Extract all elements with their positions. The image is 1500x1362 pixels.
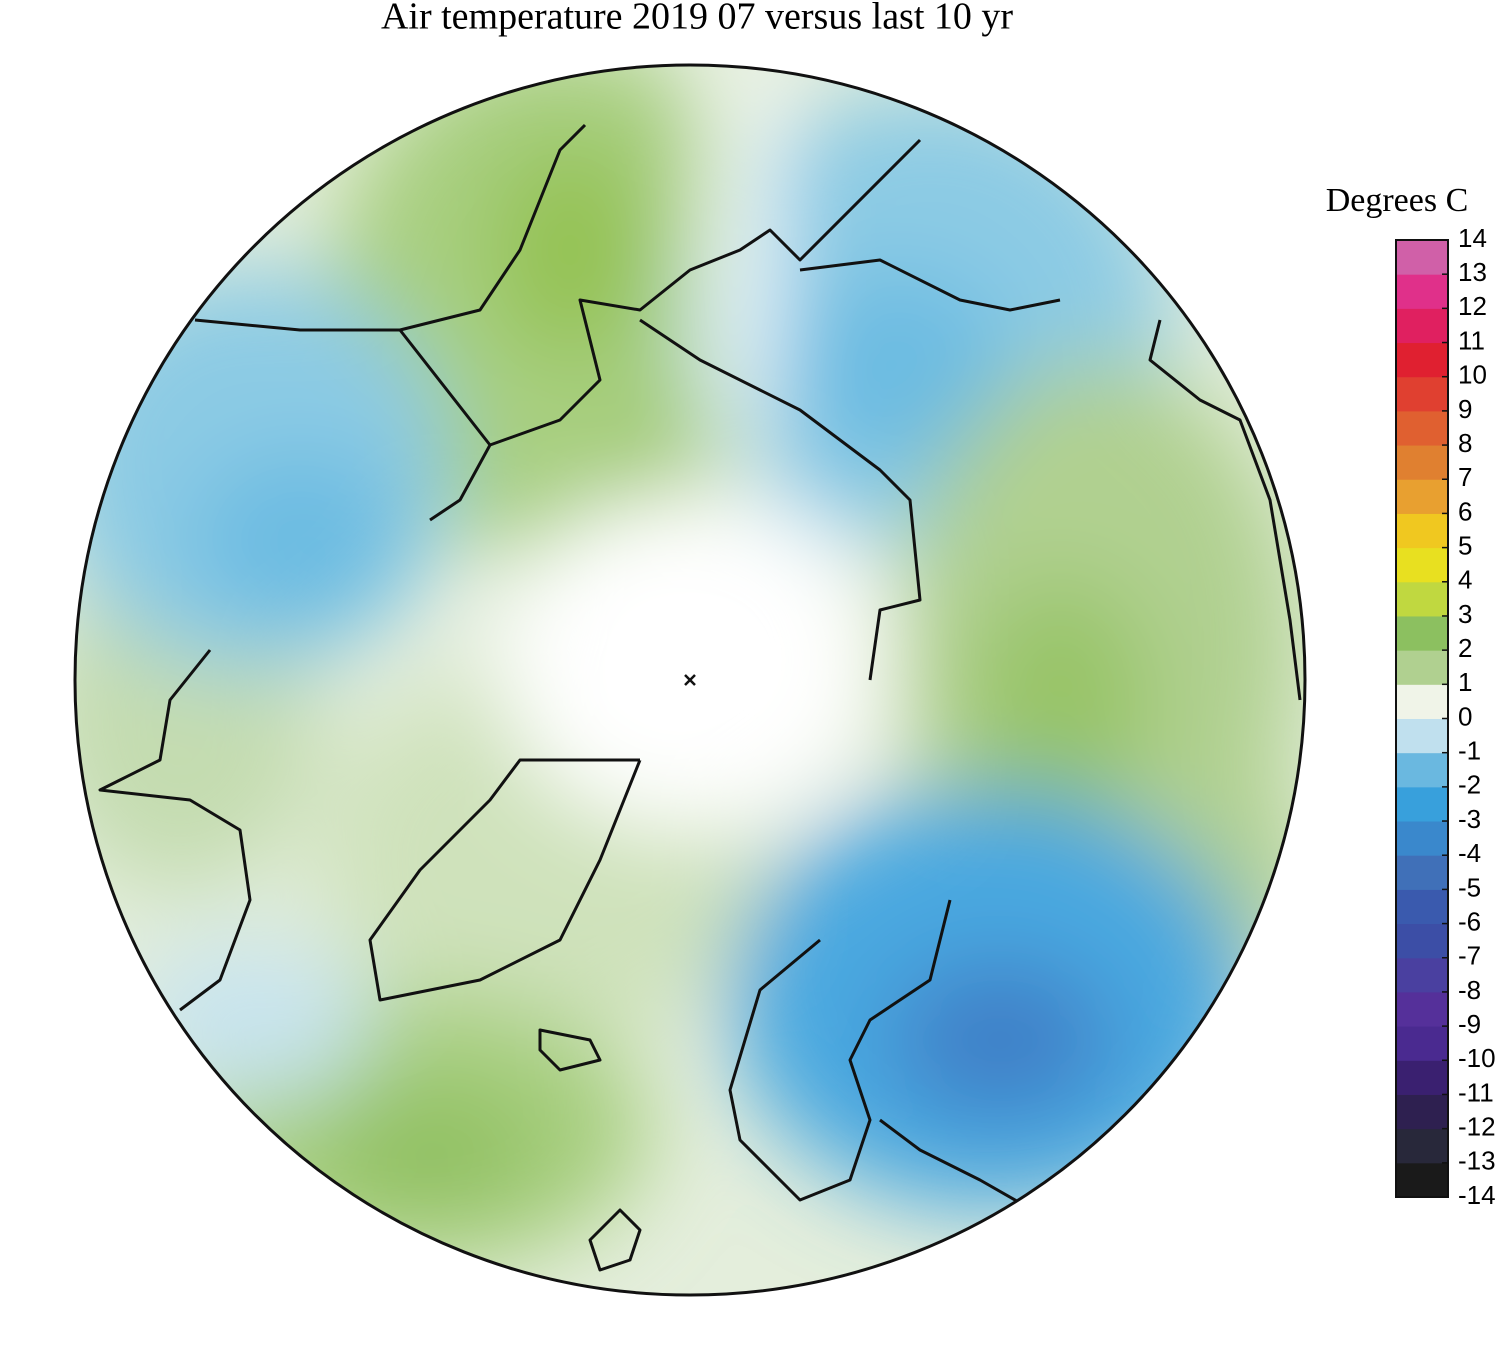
colorbar-tick-label: -8 (1458, 975, 1481, 1005)
colorbar-tick-label: -2 (1458, 770, 1481, 800)
colorbar-tick-label: 5 (1458, 530, 1472, 560)
colorbar-tick-label: 10 (1458, 360, 1487, 390)
colorbar-tick-label: 13 (1458, 257, 1487, 287)
chart-title: Air temperature 2019 07 versus last 10 y… (381, 0, 1013, 38)
coastlines (98, 123, 1302, 1272)
colorbar-tick-label: 9 (1458, 394, 1472, 424)
colorbar-swatch (1396, 650, 1448, 685)
colorbar-swatch (1396, 1128, 1448, 1164)
colorbar-swatch (1396, 274, 1448, 309)
colorbar-tick-label: -6 (1458, 906, 1481, 936)
colorbar-swatch (1396, 479, 1448, 514)
colorbar-tick-label: -14 (1458, 1180, 1496, 1210)
colorbar-tick-label: -9 (1458, 1009, 1481, 1039)
colorbar-swatch (1396, 615, 1448, 651)
colorbar-tick-label: -1 (1458, 736, 1481, 766)
colorbar-tick-label: 1 (1458, 667, 1472, 697)
colorbar-tick-label: -4 (1458, 838, 1481, 868)
colorbar-swatch (1396, 581, 1448, 617)
colorbar-tick-label: 8 (1458, 428, 1472, 458)
colorbar-swatch (1396, 1094, 1448, 1130)
colorbar-tick-label: 3 (1458, 599, 1472, 629)
colorbar-tick-label: 4 (1458, 565, 1472, 595)
colorbar-swatch (1396, 991, 1448, 1027)
colorbar-swatch (1396, 342, 1448, 378)
colorbar-swatch (1396, 376, 1448, 412)
colorbar-swatch (1396, 684, 1448, 719)
colorbar-tick-label: 2 (1458, 633, 1472, 663)
colorbar-swatch (1396, 410, 1448, 446)
colorbar-swatch (1396, 752, 1448, 788)
colorbar-swatch (1396, 445, 1448, 480)
colorbar-swatch (1396, 1162, 1448, 1198)
colorbar-tick-label: -13 (1458, 1146, 1496, 1176)
colorbar-tick-label: -7 (1458, 941, 1481, 971)
colorbar-tick-label: -3 (1458, 804, 1481, 834)
colorbar-swatch (1396, 957, 1448, 993)
colorbar-tick-label: -11 (1458, 1077, 1494, 1107)
pole-marker (684, 674, 696, 686)
colorbar-tick-label: -10 (1458, 1043, 1496, 1073)
colorbar-swatch (1396, 718, 1448, 754)
colorbar: 14131211109876543210-1-2-3-4-5-6-7-8-9-1… (1395, 223, 1496, 1210)
colorbar-swatch (1396, 1060, 1448, 1095)
colorbar-tick-label: 0 (1458, 701, 1472, 731)
colorbar-tick-label: -5 (1458, 872, 1481, 902)
colorbar-swatch (1396, 889, 1448, 925)
anomaly-field (75, 65, 1305, 1295)
colorbar-swatch (1396, 513, 1448, 549)
colorbar-tick-label: 11 (1458, 325, 1485, 355)
colorbar-tick-label: 12 (1458, 291, 1487, 321)
map-boundary (73, 63, 1307, 1297)
colorbar-swatch (1396, 923, 1448, 959)
colorbar-tick-label: -12 (1458, 1112, 1496, 1142)
colorbar-tick-label: 14 (1458, 223, 1487, 253)
colorbar-tick-label: 6 (1458, 496, 1472, 526)
colorbar-swatch (1396, 855, 1448, 890)
colorbar-swatch (1396, 240, 1448, 275)
colorbar-swatch (1396, 1026, 1448, 1061)
colorbar-swatch (1396, 821, 1448, 856)
colorbar-swatch (1396, 547, 1448, 583)
colorbar-swatch (1396, 786, 1448, 822)
colorbar-label: Degrees C (1326, 182, 1469, 219)
colorbar-swatch (1396, 308, 1448, 344)
colorbar-tick-label: 7 (1458, 462, 1472, 492)
